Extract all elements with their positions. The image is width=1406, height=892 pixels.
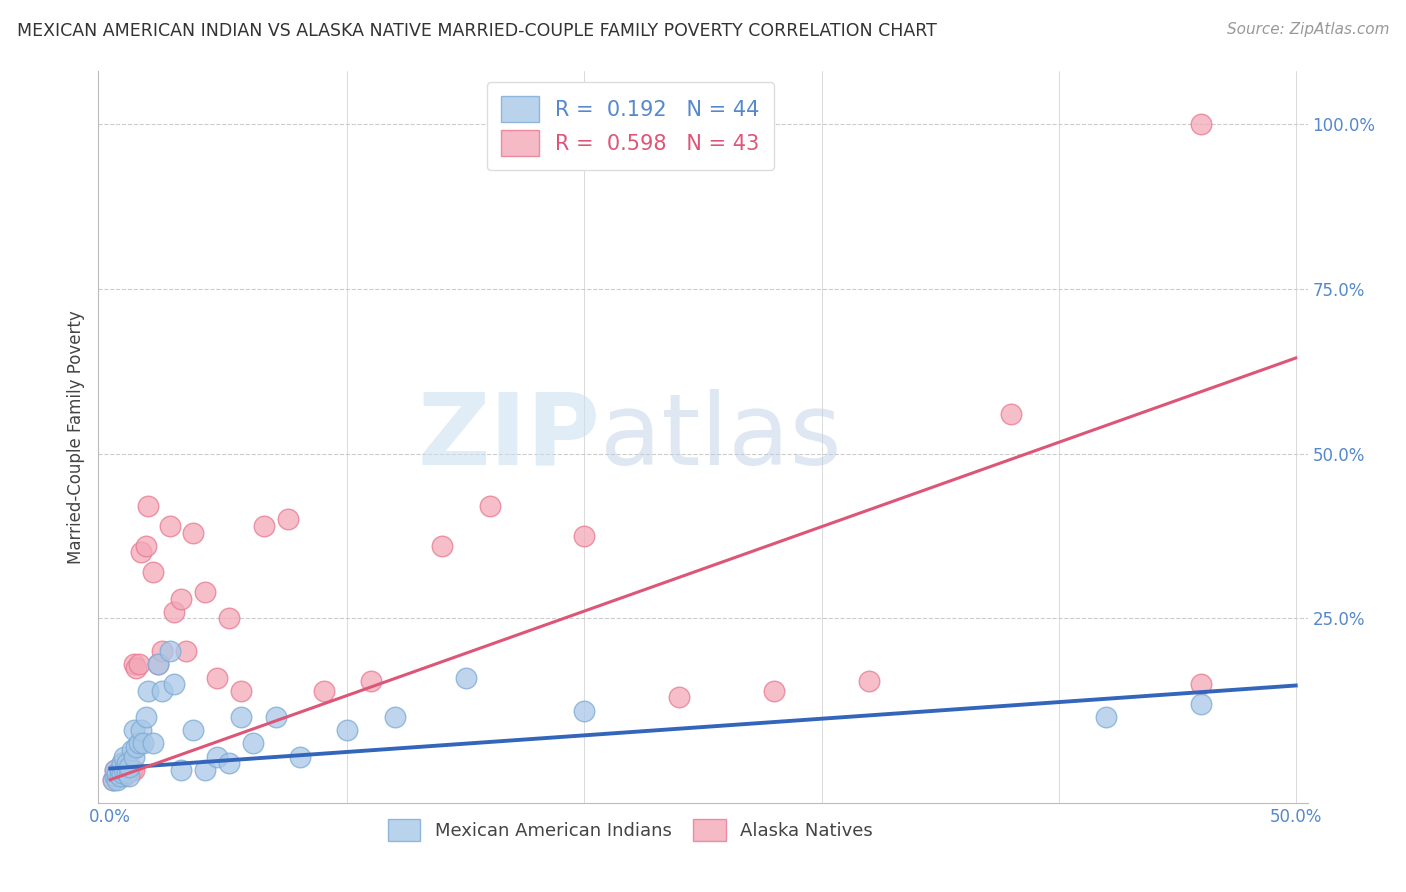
Point	[312, 683, 335, 698]
Point	[122, 763, 145, 777]
Point	[336, 723, 359, 738]
Point	[229, 710, 252, 724]
Text: atlas: atlas	[600, 389, 842, 485]
Point	[118, 759, 141, 773]
Point	[122, 749, 145, 764]
Point	[1000, 407, 1022, 421]
Point	[253, 519, 276, 533]
Point	[174, 644, 197, 658]
Point	[159, 644, 181, 658]
Point	[181, 723, 204, 738]
Point	[111, 756, 134, 771]
Point	[128, 737, 150, 751]
Point	[288, 749, 311, 764]
Point	[218, 611, 240, 625]
Point	[101, 772, 124, 787]
Point	[159, 519, 181, 533]
Point	[125, 739, 148, 754]
Point	[129, 723, 152, 738]
Point	[1189, 677, 1212, 691]
Point	[142, 737, 165, 751]
Point	[101, 772, 124, 787]
Legend: Mexican American Indians, Alaska Natives: Mexican American Indians, Alaska Natives	[381, 812, 880, 848]
Point	[668, 690, 690, 705]
Point	[218, 756, 240, 771]
Point	[105, 766, 128, 780]
Point	[125, 661, 148, 675]
Point	[115, 766, 138, 780]
Point	[111, 766, 134, 780]
Point	[104, 769, 127, 783]
Point	[242, 737, 264, 751]
Point	[858, 673, 880, 688]
Y-axis label: Married-Couple Family Poverty: Married-Couple Family Poverty	[67, 310, 86, 564]
Point	[142, 565, 165, 579]
Point	[205, 671, 228, 685]
Point	[136, 683, 159, 698]
Point	[1189, 697, 1212, 711]
Point	[121, 743, 143, 757]
Point	[121, 763, 143, 777]
Point	[360, 673, 382, 688]
Point	[118, 763, 141, 777]
Point	[170, 591, 193, 606]
Point	[122, 723, 145, 738]
Point	[478, 500, 501, 514]
Point	[194, 585, 217, 599]
Point	[163, 677, 186, 691]
Text: Source: ZipAtlas.com: Source: ZipAtlas.com	[1226, 22, 1389, 37]
Point	[136, 500, 159, 514]
Point	[114, 749, 136, 764]
Point	[108, 763, 131, 777]
Point	[129, 545, 152, 559]
Point	[105, 769, 128, 783]
Point	[108, 769, 131, 783]
Point	[432, 539, 454, 553]
Point	[264, 710, 287, 724]
Point	[574, 529, 596, 543]
Point	[384, 710, 406, 724]
Point	[132, 737, 155, 751]
Point	[163, 605, 186, 619]
Point	[114, 763, 136, 777]
Point	[122, 657, 145, 672]
Point	[152, 683, 174, 698]
Point	[105, 772, 128, 787]
Point	[170, 763, 193, 777]
Point	[146, 657, 169, 672]
Text: MEXICAN AMERICAN INDIAN VS ALASKA NATIVE MARRIED-COUPLE FAMILY POVERTY CORRELATI: MEXICAN AMERICAN INDIAN VS ALASKA NATIVE…	[17, 22, 936, 40]
Point	[114, 769, 136, 783]
Point	[135, 710, 157, 724]
Point	[205, 749, 228, 764]
Point	[1095, 710, 1118, 724]
Point	[115, 763, 138, 777]
Point	[115, 756, 138, 771]
Point	[104, 763, 127, 777]
Point	[454, 671, 477, 685]
Point	[229, 683, 252, 698]
Point	[128, 657, 150, 672]
Point	[1189, 117, 1212, 131]
Point	[104, 769, 127, 783]
Point	[135, 539, 157, 553]
Point	[181, 525, 204, 540]
Point	[111, 769, 134, 783]
Text: ZIP: ZIP	[418, 389, 600, 485]
Point	[104, 763, 127, 777]
Point	[574, 704, 596, 718]
Point	[763, 683, 786, 698]
Point	[152, 644, 174, 658]
Point	[111, 756, 134, 771]
Point	[108, 763, 131, 777]
Point	[118, 769, 141, 783]
Point	[277, 512, 299, 526]
Point	[146, 657, 169, 672]
Point	[194, 763, 217, 777]
